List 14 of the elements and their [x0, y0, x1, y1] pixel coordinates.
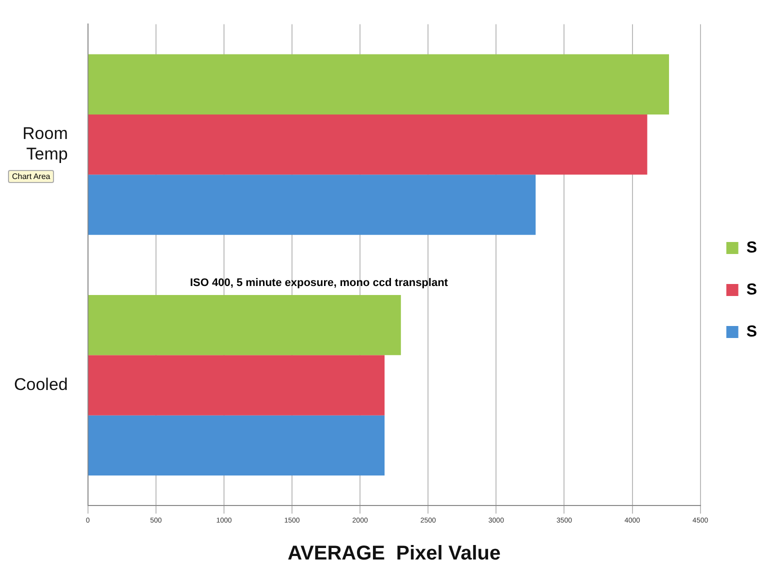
bar	[88, 294, 401, 356]
bar	[88, 54, 670, 114]
x-axis-title: AVERAGE Pixel Value	[288, 542, 501, 565]
text: Chart Area	[8, 170, 54, 183]
legend-label: S	[746, 281, 758, 298]
bar	[88, 114, 648, 175]
legend-label: S	[746, 323, 758, 340]
bar	[88, 174, 536, 235]
legend-label: S	[746, 239, 758, 256]
y-tick-label: Room Temp	[22, 124, 68, 164]
bar	[88, 415, 385, 476]
annotation: ISO 400, 5 minute exposure, mono ccd transplant	[190, 277, 448, 289]
y-tick-label: Cooled	[14, 374, 68, 394]
bar	[88, 355, 385, 416]
